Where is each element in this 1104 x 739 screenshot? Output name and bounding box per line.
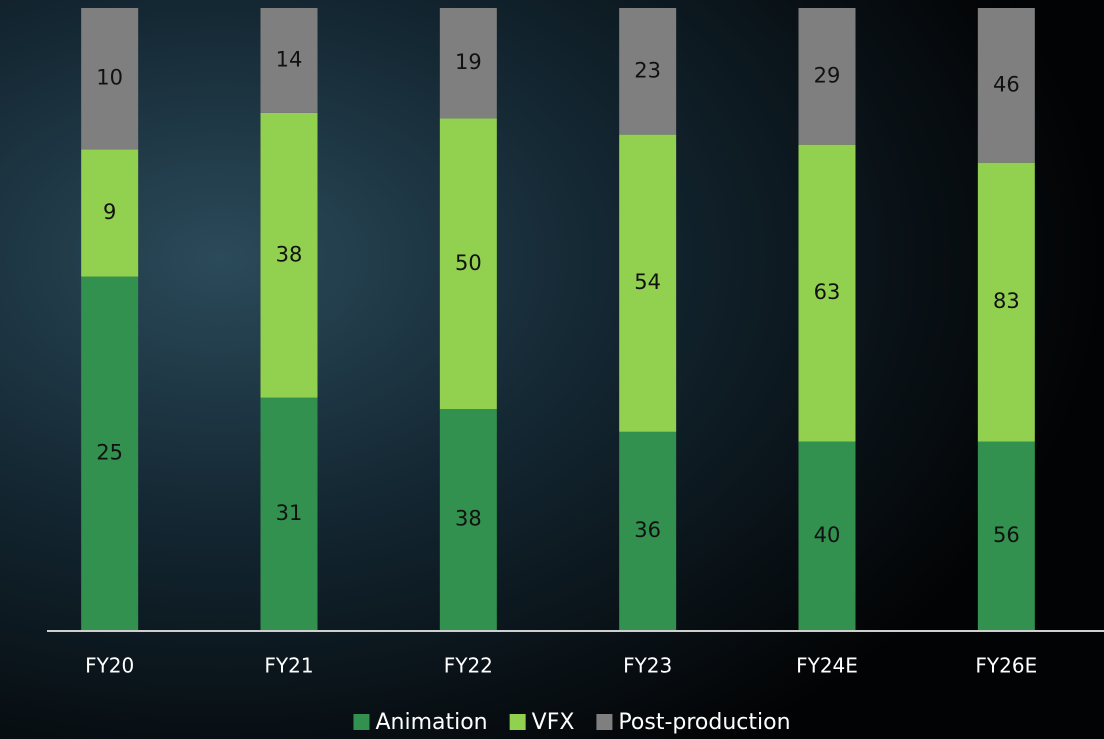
data-label: 38: [455, 507, 482, 531]
x-tick-label: FY24E: [796, 654, 858, 678]
bar-segment: [439, 8, 497, 119]
data-label: 36: [634, 518, 661, 542]
data-label: 38: [276, 242, 303, 266]
bar-segment: [439, 118, 497, 410]
legend-swatch: [353, 714, 370, 730]
bar-segment: [977, 8, 1035, 163]
data-label: 31: [276, 501, 303, 525]
x-tick-label: FY26E: [975, 654, 1037, 678]
data-label: 40: [814, 523, 841, 547]
legend-label: Animation: [375, 710, 487, 735]
legend-swatch: [509, 714, 526, 730]
x-tick-label: FY22: [444, 654, 493, 678]
data-label: 83: [993, 289, 1020, 313]
bar-segment: [977, 162, 1035, 442]
legend-label: Post-production: [618, 710, 790, 735]
x-tick-label: FY20: [85, 654, 134, 678]
data-label: 9: [103, 200, 116, 224]
data-label: 23: [634, 58, 661, 82]
data-label: 14: [276, 47, 303, 71]
data-label: 25: [96, 440, 123, 464]
legend-label: VFX: [532, 710, 575, 735]
x-tick-label: FY23: [623, 654, 672, 678]
bar-segment: [439, 409, 497, 630]
bar-segment: [81, 276, 139, 630]
bar-segment: [260, 397, 318, 630]
bar-segment: [619, 8, 677, 135]
bar-segment: [260, 8, 318, 113]
data-label: 19: [455, 50, 482, 74]
bar-segment: [260, 112, 318, 398]
bar-segment: [798, 441, 856, 630]
data-label: 54: [634, 270, 661, 294]
legend-swatch: [596, 714, 613, 730]
data-label: 50: [455, 251, 482, 275]
bar-segment: [81, 149, 139, 277]
data-label: 63: [814, 280, 841, 304]
x-tick-label: FY21: [264, 654, 313, 678]
data-label: 10: [96, 66, 123, 90]
bar-segment: [619, 134, 677, 432]
bar-segment: [798, 8, 856, 145]
bar-segment: [81, 8, 139, 150]
data-label: 46: [993, 72, 1020, 96]
data-label: 29: [814, 63, 841, 87]
bar-segment: [619, 431, 677, 630]
data-label: 56: [993, 523, 1020, 547]
bar-segment: [977, 441, 1035, 630]
bar-segment: [798, 144, 856, 442]
